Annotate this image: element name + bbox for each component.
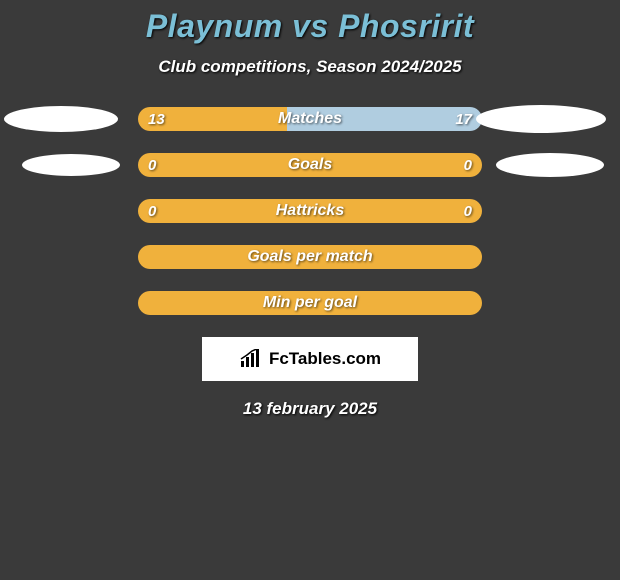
subtitle: Club competitions, Season 2024/2025 <box>0 57 620 77</box>
brand-badge[interactable]: FcTables.com <box>202 337 418 381</box>
stat-value-left: 0 <box>148 199 156 223</box>
stat-value-right: 17 <box>455 107 472 131</box>
stat-bar: Matches13 17 <box>138 107 482 131</box>
stat-label: Goals per match <box>138 245 482 269</box>
stat-bar: Min per goal <box>138 291 482 315</box>
page-title: Playnum vs Phosririt <box>0 8 620 45</box>
stat-rows: Matches1317Goals00Hattricks00Goals per m… <box>0 107 620 315</box>
stat-label: Min per goal <box>138 291 482 315</box>
player-left-ellipse <box>4 106 118 132</box>
stat-row: Goals0 0 <box>0 153 620 177</box>
stat-row: Hattricks0 0 <box>0 199 620 223</box>
stat-label: Goals <box>138 153 482 177</box>
date-line: 13 february 2025 <box>0 399 620 419</box>
stat-row: Goals per match <box>0 245 620 269</box>
stat-row: Min per goal <box>0 291 620 315</box>
stat-row: Matches13 17 <box>0 107 620 131</box>
stat-value-right: 0 <box>464 153 472 177</box>
stat-label: Hattricks <box>138 199 482 223</box>
stat-label: Matches <box>138 107 482 131</box>
stat-value-left: 13 <box>148 107 165 131</box>
brand-text: FcTables.com <box>269 349 381 369</box>
comparison-widget: Playnum vs Phosririt Club competitions, … <box>0 0 620 419</box>
stat-bar: Goals0 0 <box>138 153 482 177</box>
chart-icon <box>239 349 263 369</box>
stat-value-right: 0 <box>464 199 472 223</box>
player-left-ellipse <box>22 154 120 176</box>
player-right-ellipse <box>496 153 604 177</box>
stat-value-left: 0 <box>148 153 156 177</box>
player-right-ellipse <box>476 105 606 133</box>
stat-bar: Goals per match <box>138 245 482 269</box>
stat-bar: Hattricks0 0 <box>138 199 482 223</box>
